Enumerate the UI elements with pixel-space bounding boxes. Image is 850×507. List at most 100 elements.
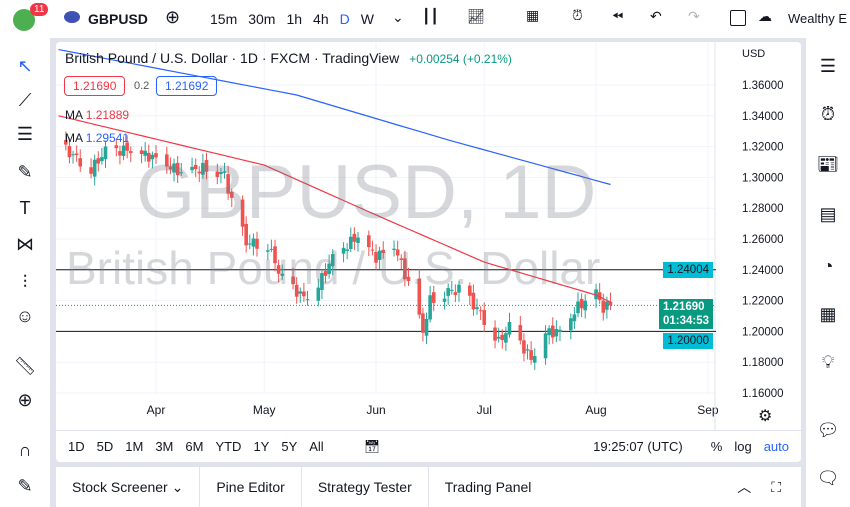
candle-body: [504, 333, 508, 343]
range-1Y[interactable]: 1Y: [253, 439, 270, 454]
fullscreen-icon[interactable]: [730, 10, 746, 26]
candle-body: [583, 300, 588, 311]
zoom-icon[interactable]: ⊕: [17, 390, 33, 410]
replay-icon[interactable]: ⏪︎: [612, 8, 624, 24]
candle-body: [302, 291, 306, 297]
calendar-icon[interactable]: ▦: [819, 304, 837, 324]
trend-line-icon[interactable]: ⟋: [18, 90, 32, 110]
sell-button[interactable]: 1.21690: [64, 76, 126, 96]
news-icon[interactable]: 📰︎: [816, 154, 840, 174]
clock[interactable]: 19:25:07 (UTC): [593, 439, 683, 454]
magnet-icon[interactable]: ∩: [18, 440, 32, 460]
interval-30m[interactable]: 30m: [248, 11, 276, 27]
ruler-icon[interactable]: 📏︎: [13, 356, 37, 376]
candle-body: [525, 349, 530, 351]
text-icon[interactable]: T: [19, 198, 31, 218]
y-tick-label: 1.16000: [742, 388, 784, 400]
hotlist-icon[interactable]: ◔: [822, 256, 834, 276]
buy-button[interactable]: 1.21692: [156, 76, 218, 96]
date-range-icon[interactable]: 📅︎: [363, 438, 381, 454]
x-tick-label: May: [253, 403, 276, 417]
percent-toggle[interactable]: %: [710, 439, 723, 454]
candle-body: [291, 276, 295, 285]
tab-stock-screener[interactable]: Stock Screener ⌄: [56, 467, 201, 507]
screener-icon[interactable]: ▤: [819, 204, 837, 224]
settings-icon[interactable]: ⚙: [758, 408, 773, 425]
tab-pine-editor[interactable]: Pine Editor: [200, 467, 302, 507]
cloud-icon[interactable]: ☁︎: [758, 8, 772, 24]
y-tick-label: 1.36000: [742, 80, 784, 92]
range-All[interactable]: All: [309, 439, 324, 454]
current-price: 1.21690: [662, 301, 705, 313]
interval-dropdown-icon[interactable]: ⌄: [392, 9, 404, 25]
range-5Y[interactable]: 5Y: [281, 439, 298, 454]
candle-body: [67, 146, 72, 158]
candle-body: [219, 171, 223, 175]
currency-selector[interactable]: USD: [742, 48, 766, 60]
ma2-value: 1.29541: [85, 131, 130, 145]
emoji-icon[interactable]: ☺: [15, 306, 35, 326]
candle-body: [125, 142, 129, 151]
indicators-icon[interactable]: 📈︎: [467, 8, 485, 24]
log-toggle[interactable]: log: [734, 439, 752, 454]
chart-canvas[interactable]: 1.36000 1.34000 1.32000 1.30000 1.28000 1.260…: [56, 42, 801, 430]
range-1D[interactable]: 1D: [68, 439, 85, 454]
collapse-icon[interactable]: ︿: [737, 479, 752, 495]
y-tick-label: 1.34000: [742, 111, 784, 123]
chat-icon[interactable]: 💬︎: [816, 420, 840, 440]
candle-body: [431, 292, 436, 303]
candle-body: [424, 318, 429, 336]
candle-body: [64, 139, 68, 145]
undo-icon[interactable]: ↶: [650, 8, 662, 24]
y-tick-label: 1.20000: [742, 326, 784, 338]
add-compare-icon[interactable]: ⊕: [165, 7, 181, 27]
candle-body: [453, 292, 458, 295]
interval-D[interactable]: D: [339, 11, 350, 27]
chart-pane[interactable]: 1.36000 1.34000 1.32000 1.30000 1.28000 1.260…: [56, 42, 801, 462]
ma2-label[interactable]: MA: [65, 131, 83, 145]
candle-body: [381, 249, 386, 254]
candle-body: [392, 248, 396, 251]
candle-body: [320, 273, 324, 291]
candle-body: [345, 249, 349, 251]
range-1M[interactable]: 1M: [125, 439, 144, 454]
cursor-icon[interactable]: ↖: [17, 56, 33, 76]
brush-icon[interactable]: ✎: [17, 162, 33, 182]
range-5D[interactable]: 5D: [96, 439, 114, 454]
ma1-label[interactable]: MA: [65, 108, 83, 122]
chart-title[interactable]: British Pound / U.S. Dollar · 1D · FXCM …: [65, 50, 400, 66]
ideas-icon[interactable]: 💡︎: [821, 352, 835, 372]
range-YTD[interactable]: YTD: [215, 439, 242, 454]
maximize-icon[interactable]: ⛶: [771, 478, 781, 495]
lock-drawing-icon[interactable]: ✎: [17, 476, 33, 496]
layout-name[interactable]: Wealthy E: [788, 11, 848, 26]
interval-15m[interactable]: 15m: [210, 11, 238, 27]
tab-trading-panel[interactable]: Trading Panel: [444, 479, 532, 495]
auto-toggle[interactable]: auto: [763, 439, 789, 454]
interval-1h[interactable]: 1h: [286, 11, 303, 27]
alert-icon[interactable]: ⏰︎: [572, 7, 583, 23]
candles-type-icon[interactable]: ┃┃: [422, 8, 439, 24]
candle-body: [601, 300, 606, 313]
layout-icon[interactable]: ▦: [526, 7, 540, 23]
pattern-icon[interactable]: ⋈: [16, 234, 34, 254]
logo-icon[interactable]: [13, 9, 35, 31]
interval-4h[interactable]: 4h: [313, 11, 329, 27]
prediction-icon[interactable]: ⫶: [22, 272, 28, 292]
fib-icon[interactable]: ☰: [16, 124, 34, 144]
x-tick-label: Apr: [147, 403, 166, 417]
tab-strategy-tester[interactable]: Strategy Tester: [302, 467, 429, 507]
symbol-search[interactable]: GBPUSD: [88, 11, 148, 27]
candle-body: [554, 329, 559, 337]
redo-icon[interactable]: ↷: [688, 8, 700, 24]
candle-body: [121, 145, 126, 156]
interval-W[interactable]: W: [360, 11, 374, 27]
candle-body: [280, 273, 285, 276]
y-tick-label: 1.32000: [742, 142, 784, 154]
watchlist-icon[interactable]: ☰: [819, 56, 837, 76]
range-3M[interactable]: 3M: [155, 439, 174, 454]
messages-icon[interactable]: 🗨︎: [816, 468, 840, 488]
candle-body: [330, 254, 335, 267]
alerts-icon[interactable]: ⏰︎: [820, 104, 836, 124]
range-6M[interactable]: 6M: [185, 439, 204, 454]
